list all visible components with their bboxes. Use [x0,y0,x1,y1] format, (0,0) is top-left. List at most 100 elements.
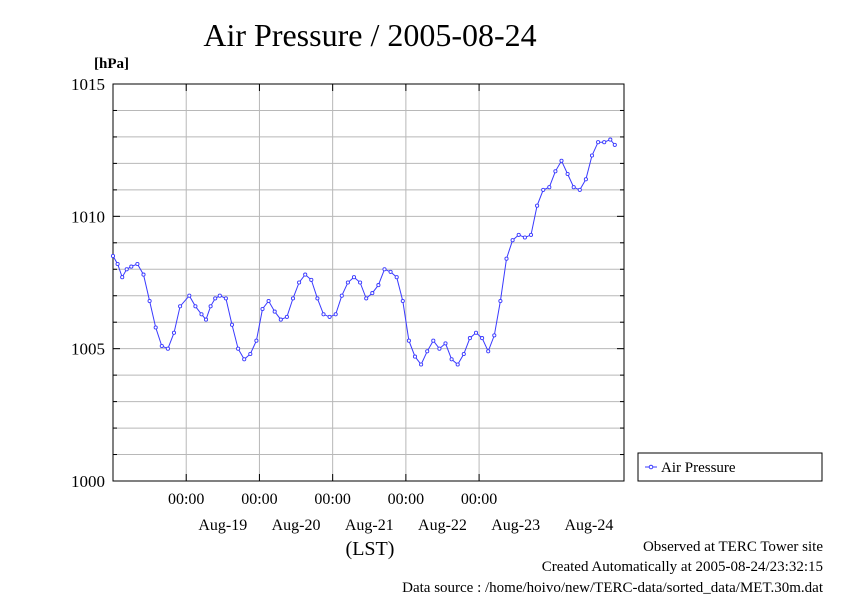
data-point [236,346,241,351]
data-point [608,137,613,142]
data-point [467,336,472,341]
y-tick-label: 1005 [71,340,105,359]
x-tick-labels: 00:00 00:00 00:00 00:00 00:00 [168,491,497,508]
data-point [178,304,183,309]
data-point [315,296,320,301]
y-tick-label: 1000 [71,472,105,491]
x-tick-label: 00:00 [461,491,497,508]
data-point [203,317,209,322]
data-point [504,256,509,261]
data-point [254,338,259,343]
data-point [266,298,271,304]
data-point [345,280,350,285]
data-point [248,351,253,357]
data-point [492,333,497,338]
data-point [309,277,314,282]
y-tick-label: 1015 [71,75,105,94]
data-point [165,346,170,351]
data-point [541,187,546,192]
data-point [461,351,466,357]
date-label: Aug-21 [345,517,394,534]
data-point [124,267,129,272]
data-point [522,235,527,240]
data-point [528,232,534,237]
y-tick-label: 1010 [71,207,105,226]
data-point [431,338,436,343]
data-point [147,298,152,304]
y-tick-labels: 1000 1005 1010 1015 [71,75,105,491]
footer-data-source: Data source : /home/hoivo/new/TERC-data/… [402,580,824,595]
data-point [382,267,387,272]
axis-ticks [113,83,624,482]
data-point [297,280,302,285]
footer-observed: Observed at TERC Tower site [643,539,823,555]
data-point [571,185,576,190]
data-point [135,261,140,267]
date-labels: Aug-19 Aug-20 Aug-21 Aug-22 Aug-23 Aug-24 [198,517,613,534]
data-point [339,293,344,298]
data-point [327,314,332,319]
data-point [303,272,308,277]
data-point [110,253,116,259]
data-point [480,336,485,341]
x-tick-label: 00:00 [388,491,424,508]
date-label: Aug-20 [272,517,321,534]
data-point [419,362,424,367]
data-point [535,203,540,208]
data-point [394,275,399,280]
data-point [443,341,448,346]
data-point [406,338,411,343]
x-tick-label: 00:00 [241,491,277,508]
series-line [112,138,616,366]
data-point [129,264,134,269]
data-point [612,142,617,147]
data-point [199,312,204,317]
data-point [260,306,265,312]
data-point [510,238,515,243]
data-point [473,330,479,335]
data-point [425,349,430,354]
data-point [437,346,442,351]
data-point [171,330,177,335]
data-point [120,275,125,280]
data-point [208,304,213,309]
data-point [217,293,222,298]
date-label: Aug-19 [198,517,247,534]
plot-frame [112,83,625,482]
data-point [583,177,588,182]
data-point [553,169,558,174]
chart-title: Air Pressure / 2005-08-24 [203,17,536,53]
grid-lines [113,84,624,481]
x-axis-label: (LST) [346,538,395,560]
data-point [284,314,289,319]
data-point [187,293,192,298]
data-point [321,312,326,317]
data-point [400,298,405,304]
data-point [213,296,218,301]
legend-box [637,452,823,482]
data-point [388,269,393,274]
data-point [602,140,607,145]
series-layer [110,137,617,367]
data-point [272,309,277,314]
data-point [498,298,503,304]
date-label: Aug-24 [564,517,613,534]
data-point [242,357,247,362]
x-tick-label: 00:00 [314,491,350,508]
data-point [358,280,363,285]
data-point [516,232,521,237]
data-point [223,296,228,301]
data-point [278,317,283,322]
data-point [229,322,235,327]
footer-created: Created Automatically at 2005-08-24/23:3… [542,559,823,575]
legend: Air Pressure [637,452,823,482]
data-point [449,357,454,362]
data-point [193,304,198,309]
date-label: Aug-22 [418,517,467,534]
legend-marker [648,464,654,470]
x-tick-label: 00:00 [168,491,204,508]
data-point [333,312,338,317]
data-point [159,343,164,349]
data-point [376,283,381,288]
